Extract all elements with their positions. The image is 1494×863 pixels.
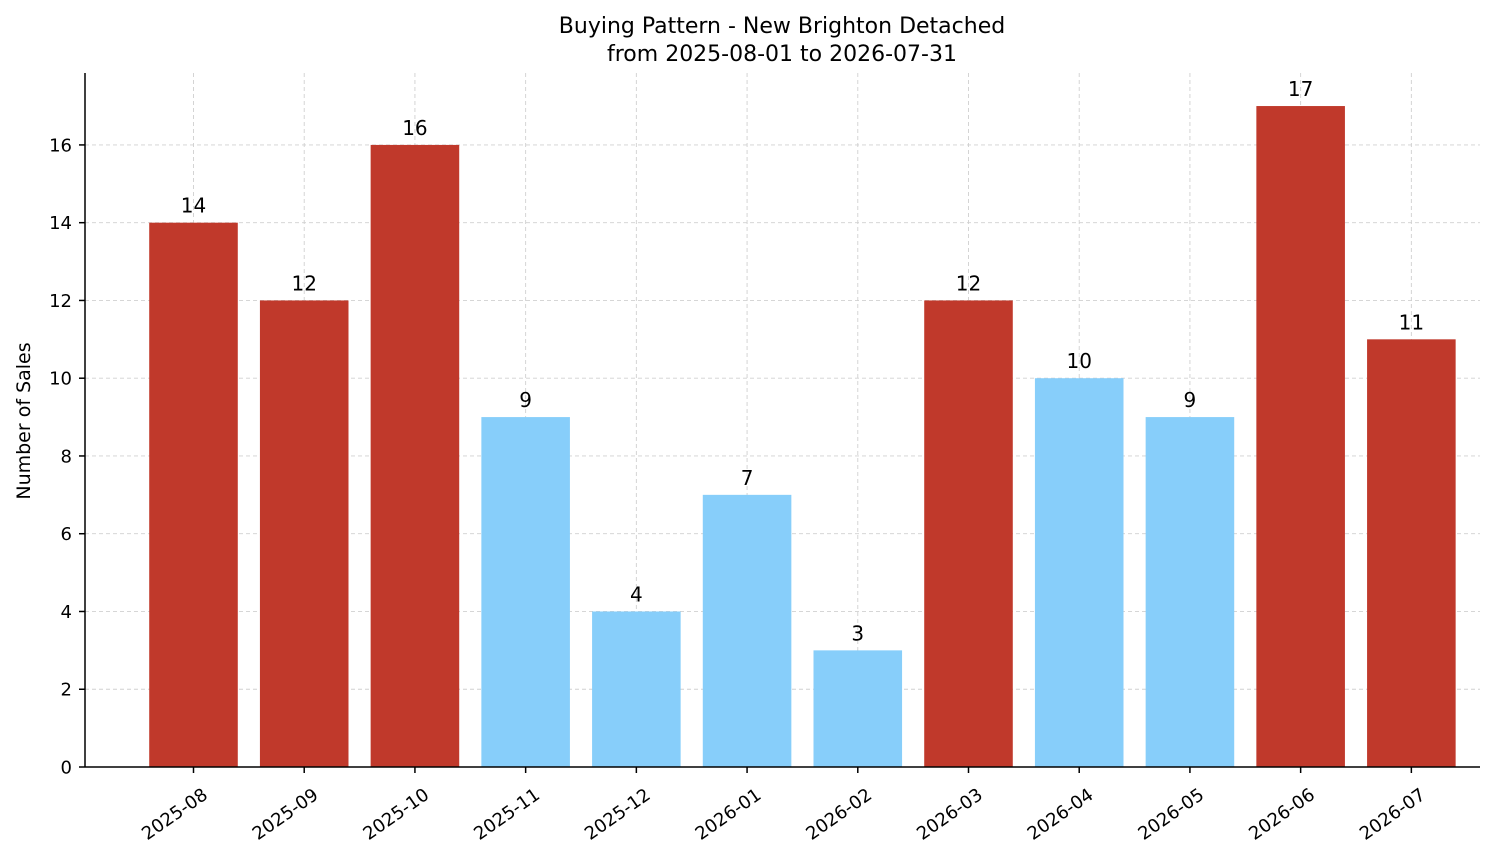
x-tick-label-2026-06: 2026-06 [1245, 784, 1319, 844]
y-tick-label: 8 [61, 446, 72, 467]
data-label-2026-05: 9 [1184, 388, 1197, 412]
bar-2026-03 [924, 300, 1013, 767]
y-tick-label: 0 [61, 758, 72, 779]
y-tick-label: 6 [61, 524, 72, 545]
bar-2025-10 [370, 144, 460, 767]
x-tick-label-2025-12: 2025-12 [581, 784, 655, 844]
y-tick-label: 2 [61, 680, 72, 701]
x-tick-label-2026-05: 2026-05 [1134, 784, 1208, 844]
x-tick-label-2026-03: 2026-03 [913, 784, 987, 844]
axes [79, 73, 1480, 773]
bar-2026-05 [1145, 417, 1235, 767]
chart-title: Buying Pattern - New Brighton Detached [559, 14, 1005, 39]
chart-subtitle: from 2025-08-01 to 2026-07-31 [607, 42, 957, 67]
bar-2026-06 [1256, 106, 1345, 768]
y-tick-label: 4 [61, 602, 72, 623]
data-label-2025-12: 4 [630, 582, 643, 606]
x-tick-label-2025-08: 2025-08 [138, 784, 212, 844]
data-label-2025-10: 16 [402, 116, 427, 140]
data-label-2026-04: 10 [1066, 349, 1091, 373]
y-tick-label: 12 [49, 291, 72, 312]
bar-2026-07 [1367, 339, 1456, 767]
bar-2025-09 [259, 300, 349, 767]
data-labels: 14 12 16 9 4 7 3 12 10 9 17 11 [181, 77, 1424, 645]
bar-2026-02 [813, 650, 903, 767]
x-tick-label-2026-02: 2026-02 [802, 784, 876, 844]
data-label-2026-06: 17 [1288, 77, 1313, 101]
data-label-2026-02: 3 [851, 621, 864, 645]
x-tick-label-2025-10: 2025-10 [359, 784, 433, 844]
y-tick-label: 16 [49, 135, 72, 156]
x-tick-label-2026-07: 2026-07 [1356, 784, 1430, 844]
data-label-2026-07: 11 [1399, 310, 1424, 334]
data-label-2025-08: 14 [181, 194, 206, 218]
bars [149, 106, 1456, 768]
x-tick-label-2026-01: 2026-01 [692, 784, 766, 844]
x-tick-label-2025-11: 2025-11 [470, 784, 544, 844]
bar-2025-11 [481, 417, 570, 767]
y-tick-label: 10 [49, 369, 72, 390]
data-label-2025-11: 9 [519, 388, 532, 412]
bar-2026-01 [702, 494, 792, 767]
y-tick-label: 14 [49, 213, 72, 234]
data-label-2026-03: 12 [956, 271, 981, 295]
data-label-2026-01: 7 [741, 466, 754, 490]
bar-2025-08 [149, 222, 238, 767]
x-tick-label-2025-09: 2025-09 [249, 784, 323, 844]
bar-2026-04 [1034, 378, 1124, 767]
data-label-2025-09: 12 [291, 271, 316, 295]
x-tick-label-2026-04: 2026-04 [1024, 784, 1098, 844]
y-axis-label: Number of Sales [13, 342, 35, 499]
bar-2025-12 [592, 611, 681, 767]
